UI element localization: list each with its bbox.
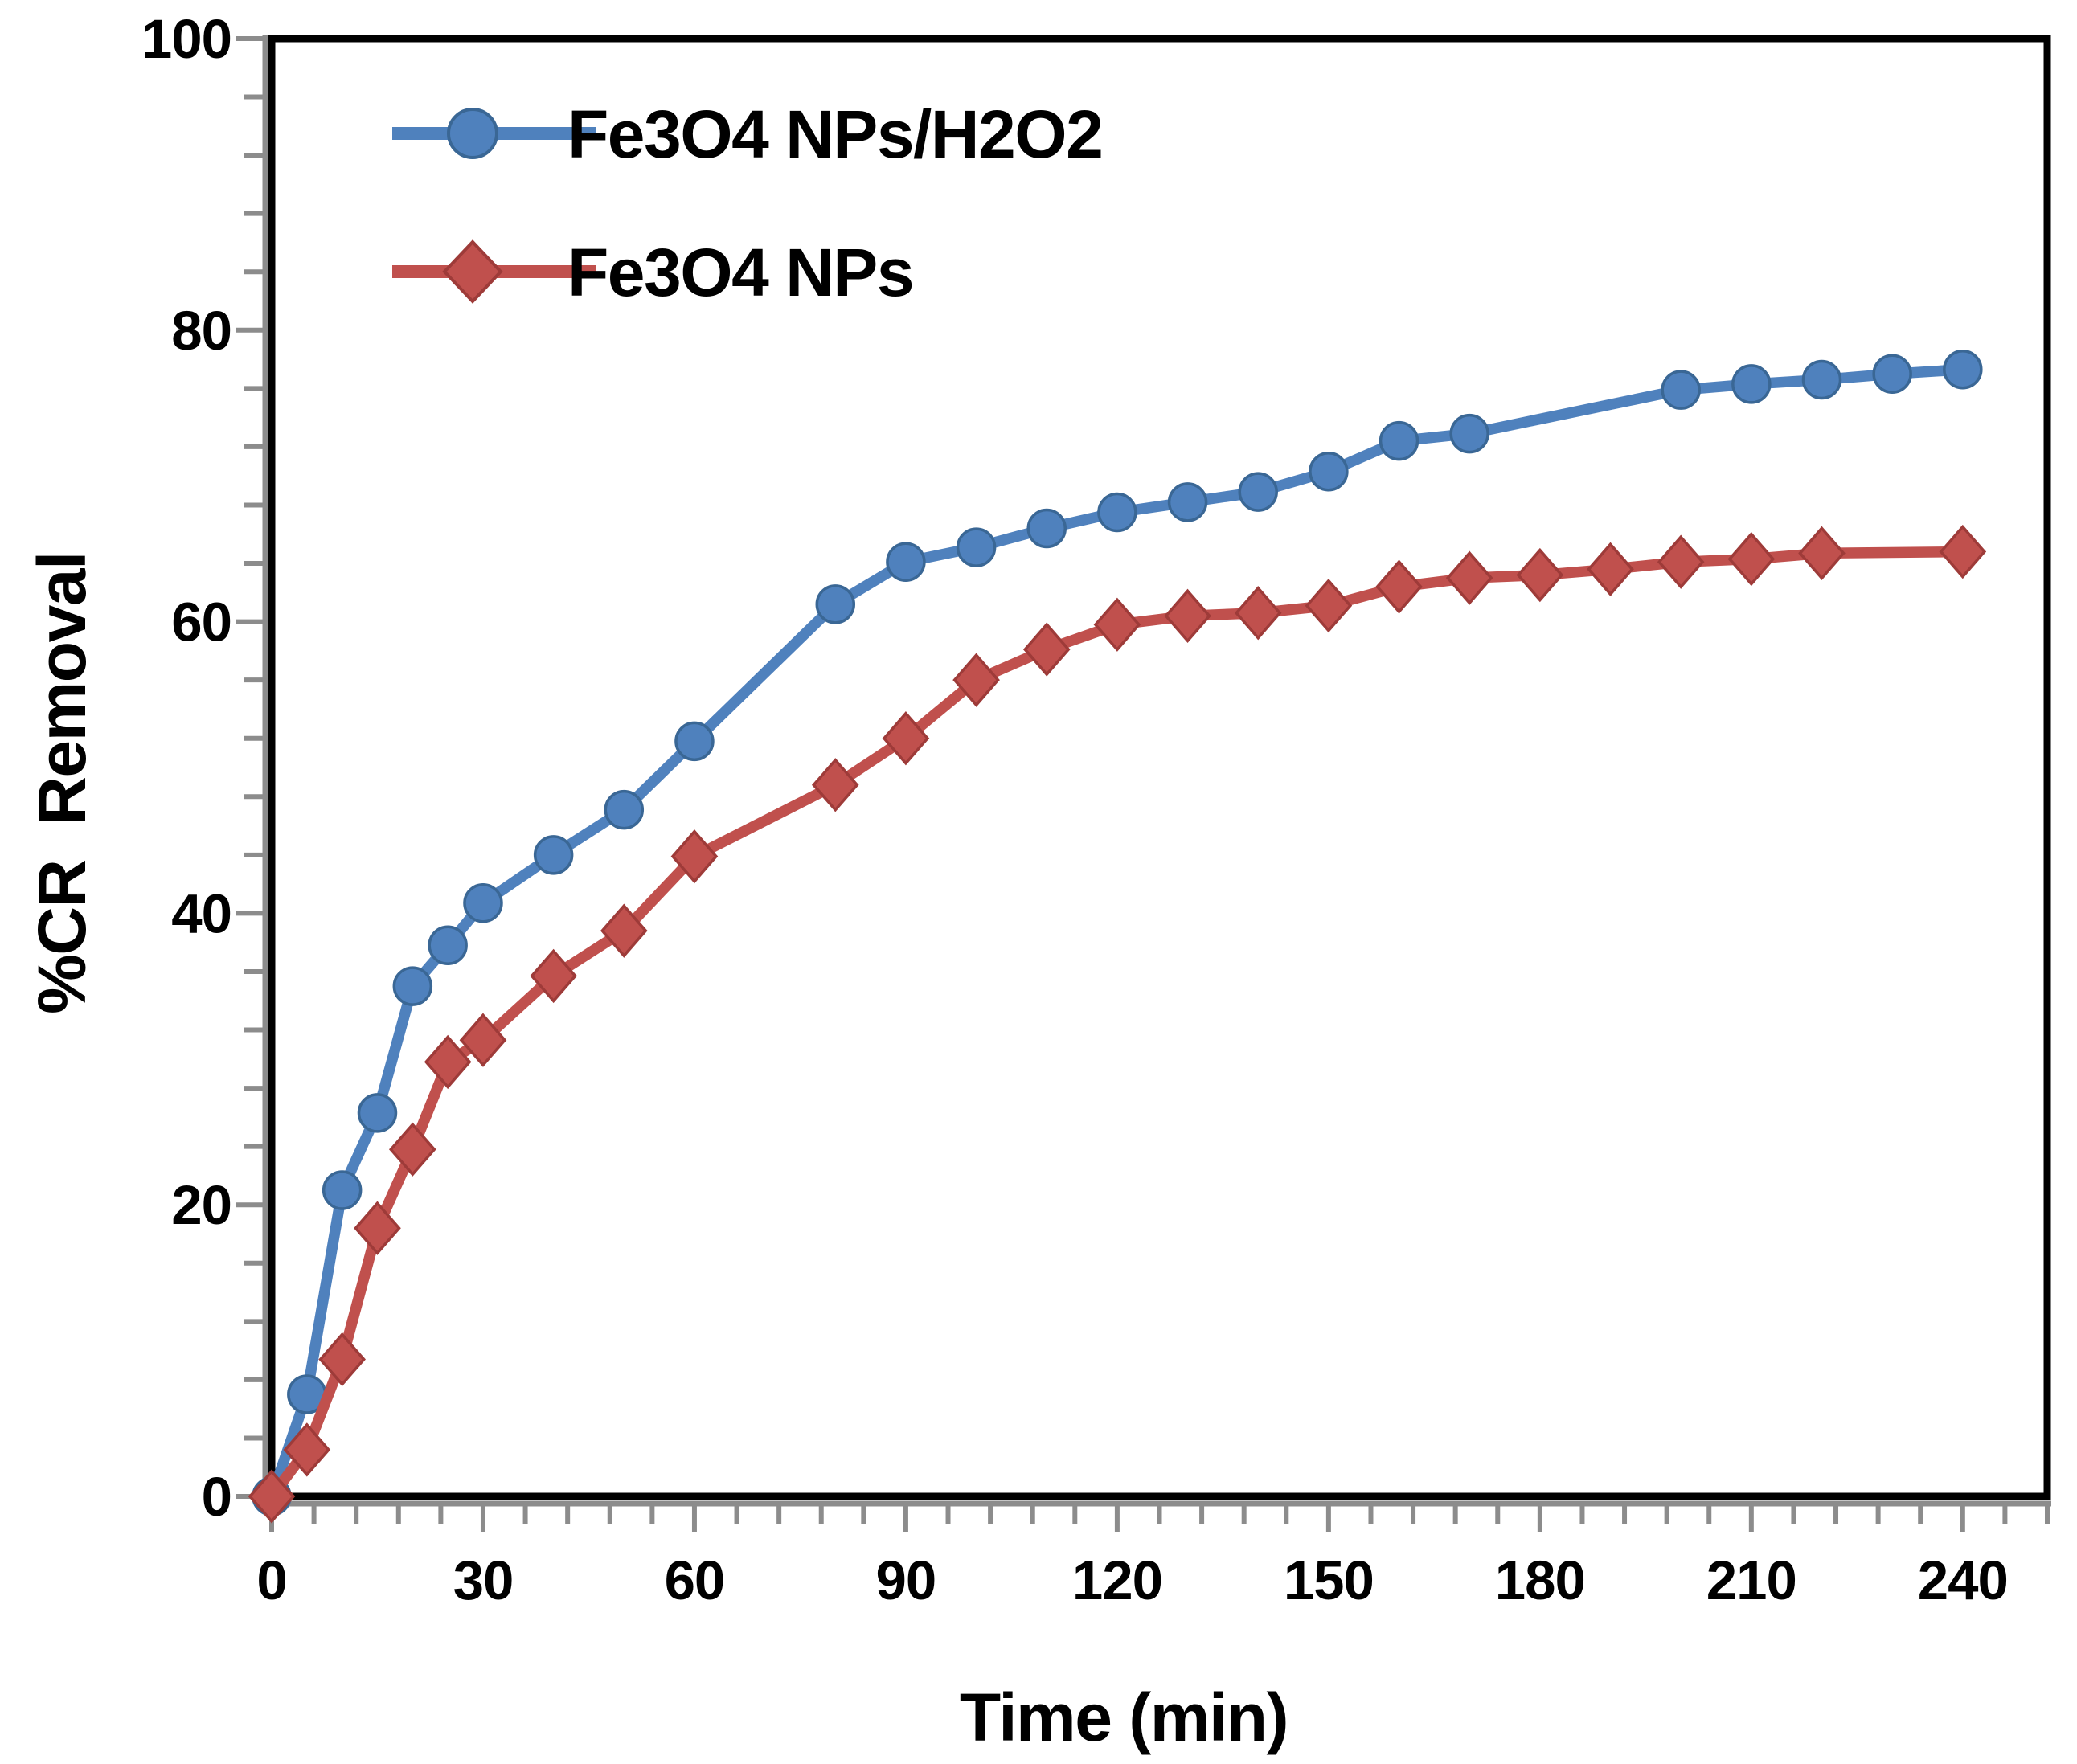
data-point-marker-circle <box>886 542 926 582</box>
data-point-marker-circle <box>815 584 856 624</box>
data-point-marker-diamond <box>811 758 859 812</box>
data-point-marker-circle <box>1026 508 1067 549</box>
data-point-marker-circle <box>1309 452 1349 492</box>
x-tick-label: 210 <box>1706 1549 1796 1611</box>
data-point-marker-circle <box>533 835 574 875</box>
data-point-marker-diamond <box>1516 547 1564 603</box>
data-point-marker-diamond <box>1022 622 1071 677</box>
legend-label: Fe3O4 NPs/H2O2 <box>567 96 1102 172</box>
data-point-marker-circle <box>1872 354 1912 394</box>
series-layer <box>248 350 1987 1524</box>
axis-ticks-layer: 0 30 60 90 120 150 180 210 240 0 20 40 60 80 100 <box>141 8 2050 1611</box>
data-point-marker-circle <box>357 1093 398 1133</box>
series-line-fe3o4-nps-h2o2 <box>266 364 1968 1502</box>
data-point-marker-circle <box>1379 420 1419 461</box>
data-point-marker-circle <box>1097 492 1137 533</box>
data-point-marker-diamond <box>530 948 577 1004</box>
x-tick-label: 120 <box>1072 1549 1162 1611</box>
series-fe3o4-nps <box>248 524 1987 1524</box>
data-point-marker-circle <box>1801 359 1842 400</box>
data-point-marker-diamond <box>1939 524 1987 579</box>
legend-label: Fe3O4 NPs <box>567 235 913 310</box>
y-tick-label: 80 <box>171 300 231 362</box>
data-point-marker-diamond <box>1657 534 1705 589</box>
data-point-marker-circle <box>1731 364 1772 404</box>
y-tick-label: 40 <box>171 882 231 944</box>
y-tick-label: 20 <box>171 1174 231 1236</box>
data-point-marker-diamond <box>882 711 930 766</box>
data-point-marker-diamond <box>459 1013 507 1067</box>
x-tick-label: 180 <box>1495 1549 1585 1611</box>
legend-marker-circle-icon <box>447 108 498 159</box>
data-point-marker-diamond <box>1164 588 1211 644</box>
legend-item-fe3o4-nps: Fe3O4 NPs <box>392 235 915 310</box>
legend-marker-diamond-icon <box>442 239 503 304</box>
data-point-marker-diamond <box>424 1034 472 1090</box>
data-point-marker-circle <box>428 925 468 966</box>
data-point-marker-circle <box>1661 370 1701 410</box>
x-axis-title: Time (min) <box>960 1680 1288 1755</box>
data-point-marker-diamond <box>1093 597 1141 652</box>
data-point-marker-diamond <box>388 1122 436 1177</box>
series-fe3o4-nps-h2o2 <box>252 350 1983 1516</box>
data-point-marker-circle <box>1943 350 1983 390</box>
data-point-marker-diamond <box>1234 586 1282 641</box>
y-tick-label: 0 <box>202 1466 231 1528</box>
data-point-marker-circle <box>392 966 433 1006</box>
x-tick-label: 0 <box>256 1549 286 1611</box>
x-tick-label: 60 <box>665 1549 725 1611</box>
series-line-fe3o4-nps <box>266 546 1968 1502</box>
x-tick-label: 240 <box>1918 1549 2008 1611</box>
data-point-marker-diamond <box>1587 542 1634 596</box>
x-tick-label: 150 <box>1284 1549 1374 1611</box>
data-point-marker-diamond <box>952 653 1000 707</box>
data-point-marker-diamond <box>1305 578 1353 633</box>
data-point-marker-diamond <box>354 1201 401 1255</box>
data-point-marker-circle <box>322 1170 363 1210</box>
data-point-marker-diamond <box>1798 526 1846 581</box>
y-tick-label: 100 <box>141 8 231 70</box>
plot-area-border <box>268 35 2051 1500</box>
data-point-marker-diamond <box>283 1422 331 1477</box>
data-point-marker-circle <box>1449 413 1489 454</box>
data-point-marker-circle <box>674 721 715 762</box>
data-point-marker-circle <box>956 527 997 567</box>
data-point-marker-diamond <box>600 903 648 958</box>
data-point-marker-diamond <box>670 829 719 884</box>
data-point-marker-circle <box>1238 472 1278 512</box>
data-point-marker-circle <box>463 882 503 923</box>
x-tick-label: 30 <box>453 1549 514 1611</box>
data-point-marker-diamond <box>1445 550 1493 605</box>
data-point-marker-diamond <box>1727 531 1776 587</box>
data-point-marker-circle <box>604 789 645 830</box>
data-point-marker-diamond <box>248 1469 296 1524</box>
y-tick-label: 60 <box>171 591 231 653</box>
x-tick-label: 90 <box>876 1549 936 1611</box>
legend: Fe3O4 NPs/H2O2 Fe3O4 NPs <box>392 96 1104 310</box>
data-point-marker-diamond <box>318 1332 366 1387</box>
data-point-marker-circle <box>1167 482 1208 522</box>
y-axis-title: %CR Removal <box>24 552 100 1014</box>
data-point-marker-diamond <box>1375 559 1423 614</box>
legend-item-fe3o4-nps-h2o2: Fe3O4 NPs/H2O2 <box>392 96 1104 172</box>
